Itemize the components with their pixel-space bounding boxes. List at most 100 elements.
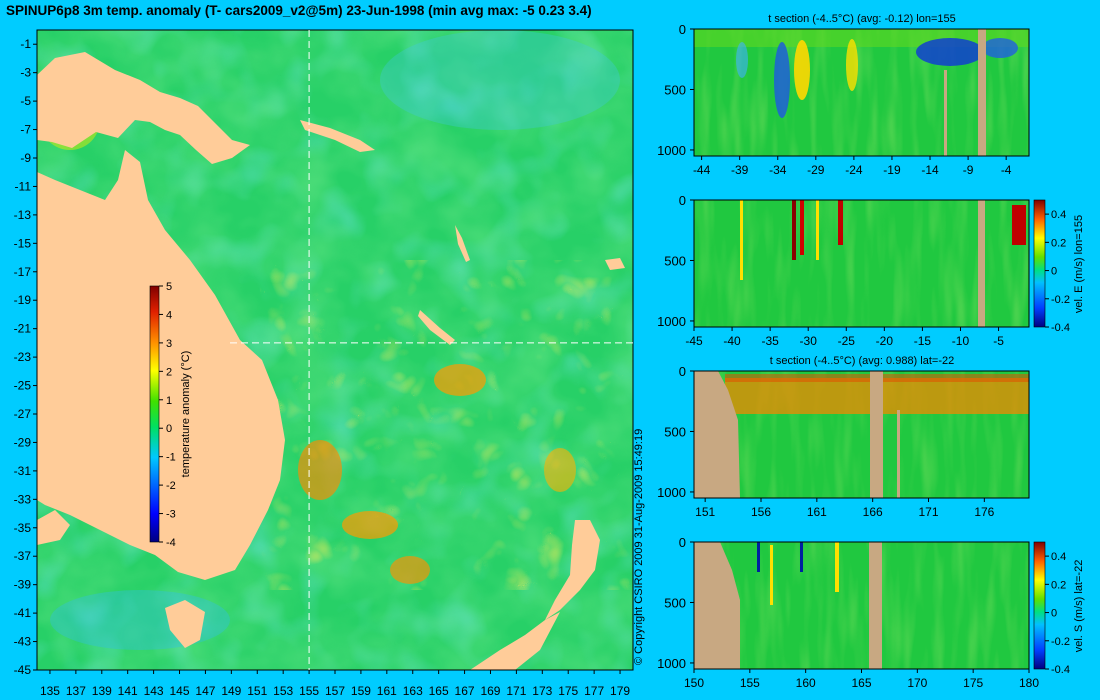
map-x-tick-label: 169: [480, 684, 500, 698]
section-x-tick-label: -44: [693, 163, 711, 177]
map-x-tick-label: 137: [66, 684, 86, 698]
map-x-tick-label: 161: [377, 684, 397, 698]
new-guinea-land: [37, 52, 250, 164]
map-y-tick-label: -19: [14, 293, 32, 307]
map-y-tick-label: -23: [14, 350, 32, 364]
map-y-tick-label: -9: [20, 151, 31, 165]
warm-eddy: [544, 448, 576, 492]
section-x-tick-label: 165: [851, 676, 871, 690]
section-y-tick-label: 1000: [657, 314, 686, 329]
map-x-tick-label: 147: [195, 684, 215, 698]
new-zealand-north-land: [545, 520, 600, 620]
map-y-tick-label: -15: [14, 236, 32, 250]
map-x-tick-label: 175: [558, 684, 578, 698]
colorbar-tick-label: -2: [166, 480, 176, 492]
map-x-tick-label: 153: [273, 684, 293, 698]
velocity-south-colorbar: [1033, 541, 1046, 670]
map-axes: 135 137 139 141 143 145 147 149 151 153 155 157 159 1…: [14, 37, 631, 698]
velocity-band: [835, 542, 839, 592]
section-y-tick-label: 500: [664, 253, 686, 268]
section-x-tick-label: -29: [807, 163, 825, 177]
map-y-tick-label: -45: [14, 663, 32, 677]
new-zealand-south-land: [470, 612, 560, 670]
section-y-tick-label: 500: [664, 82, 686, 97]
section-x-tick-label: -10: [952, 334, 970, 348]
velocity-south-colorbar-ticks: 0.4 0.2 0 -0.2 -0.4: [1045, 551, 1070, 676]
section-y-tick-label: 1000: [657, 143, 686, 158]
vanuatu-land: [455, 225, 470, 262]
map-y-tick-label: -39: [14, 578, 32, 592]
warm-eddy: [434, 364, 486, 396]
section-land: [694, 371, 740, 498]
tasmania-land: [165, 600, 205, 648]
section-x-tick-label: -35: [761, 334, 779, 348]
map-warm-eddies: [260, 260, 633, 590]
section-texture: [694, 200, 1029, 327]
colorbar-tick-label: -0.4: [1051, 664, 1070, 676]
section-axes: -44 -39 -34 -29 -24 -19 -14 -9 -4 0 500 1000: [657, 22, 1012, 177]
section-x-tick-label: -45: [685, 334, 703, 348]
section-x-tick-label: 155: [740, 676, 760, 690]
map-y-tick-label: -7: [20, 123, 31, 137]
velocity-band: [770, 545, 773, 605]
velocity-band: [816, 200, 819, 260]
velocity-east-colorbar-label: vel. E (m/s) lon=155: [1073, 215, 1085, 313]
cold-anomaly: [982, 38, 1018, 58]
velocity-band: [757, 542, 760, 572]
map-x-tick-label: 165: [429, 684, 449, 698]
section-x-tick-label: 175: [963, 676, 983, 690]
map-x-tick-label: 179: [610, 684, 630, 698]
colorbar-tick-label: 2: [166, 366, 172, 378]
colorbar-tick-label: 0: [166, 423, 172, 435]
map-panel: 135 137 139 141 143 145 147 149 151 153 155 157 159 1…: [14, 29, 634, 698]
map-x-tick-label: 163: [403, 684, 423, 698]
section-x-tick-label: -34: [769, 163, 787, 177]
cold-anomaly: [774, 42, 790, 118]
section-title: t section (-4..5°C) (avg: 0.988) lat=-22: [770, 355, 954, 367]
map-x-tick-label: 155: [299, 684, 319, 698]
warm-eddy: [390, 556, 430, 584]
map-x-tick-label: 139: [92, 684, 112, 698]
map-x-tick-label: 141: [118, 684, 138, 698]
colorbar-tick-label: -0.4: [1051, 322, 1070, 334]
map-x-tick-label: 135: [40, 684, 60, 698]
section-x-tick-label: -14: [921, 163, 939, 177]
section-x-tick-label: 180: [1019, 676, 1039, 690]
temperature-colorbar-label: temperature anomaly (°C): [180, 351, 192, 478]
warm-anomaly: [846, 39, 858, 91]
section-x-tick-label: 166: [863, 505, 883, 519]
velocity-band: [740, 200, 743, 280]
map-y-tick-label: -43: [14, 635, 32, 649]
section-y-tick-label: 1000: [657, 485, 686, 500]
colorbar-tick-label: 0.4: [1051, 209, 1066, 221]
colorbar-tick-label: 0.4: [1051, 551, 1066, 563]
section-frame: [693, 28, 1030, 157]
cool-patch: [380, 30, 620, 130]
section-title: t section (-4..5°C) (avg: -0.12) lon=155: [768, 13, 956, 25]
colorbar-tick-label: 0: [1051, 266, 1057, 278]
coast-land: [37, 510, 70, 545]
colorbar-tick-label: -1: [166, 452, 176, 464]
colorbar-tick-label: 3: [166, 338, 172, 350]
colorbar-tick-label: 4: [166, 309, 172, 321]
map-x-tick-label: 159: [351, 684, 371, 698]
section-x-tick-label: 176: [974, 505, 994, 519]
section-x-tick-label: 161: [807, 505, 827, 519]
section-y-tick-label: 1000: [657, 656, 686, 671]
section-temperature-lon: t section (-4..5°C) (avg: -0.12) lon=155…: [657, 13, 1030, 177]
colorbar-tick-label: 1: [166, 395, 172, 407]
map-y-tick-label: -21: [14, 322, 32, 336]
section-temperature-lat: t section (-4..5°C) (avg: 0.988) lat=-22…: [657, 355, 1030, 519]
section-land: [869, 542, 882, 669]
map-y-tick-label: -35: [14, 521, 32, 535]
section-x-tick-label: -39: [731, 163, 749, 177]
colorbar-tick-label: -0.2: [1051, 636, 1070, 648]
map-x-tick-label: 177: [584, 684, 604, 698]
velocity-south-colorbar-label: vel. S (m/s) lat=-22: [1073, 560, 1085, 653]
section-x-tick-label: -40: [723, 334, 741, 348]
cool-anomaly: [736, 42, 748, 78]
australia-land: [37, 150, 285, 580]
map-y-tick-label: -27: [14, 407, 32, 421]
velocity-east-colorbar: [1033, 199, 1046, 328]
velocity-east-colorbar-ticks: 0.4 0.2 0 -0.2 -0.4: [1045, 209, 1070, 334]
